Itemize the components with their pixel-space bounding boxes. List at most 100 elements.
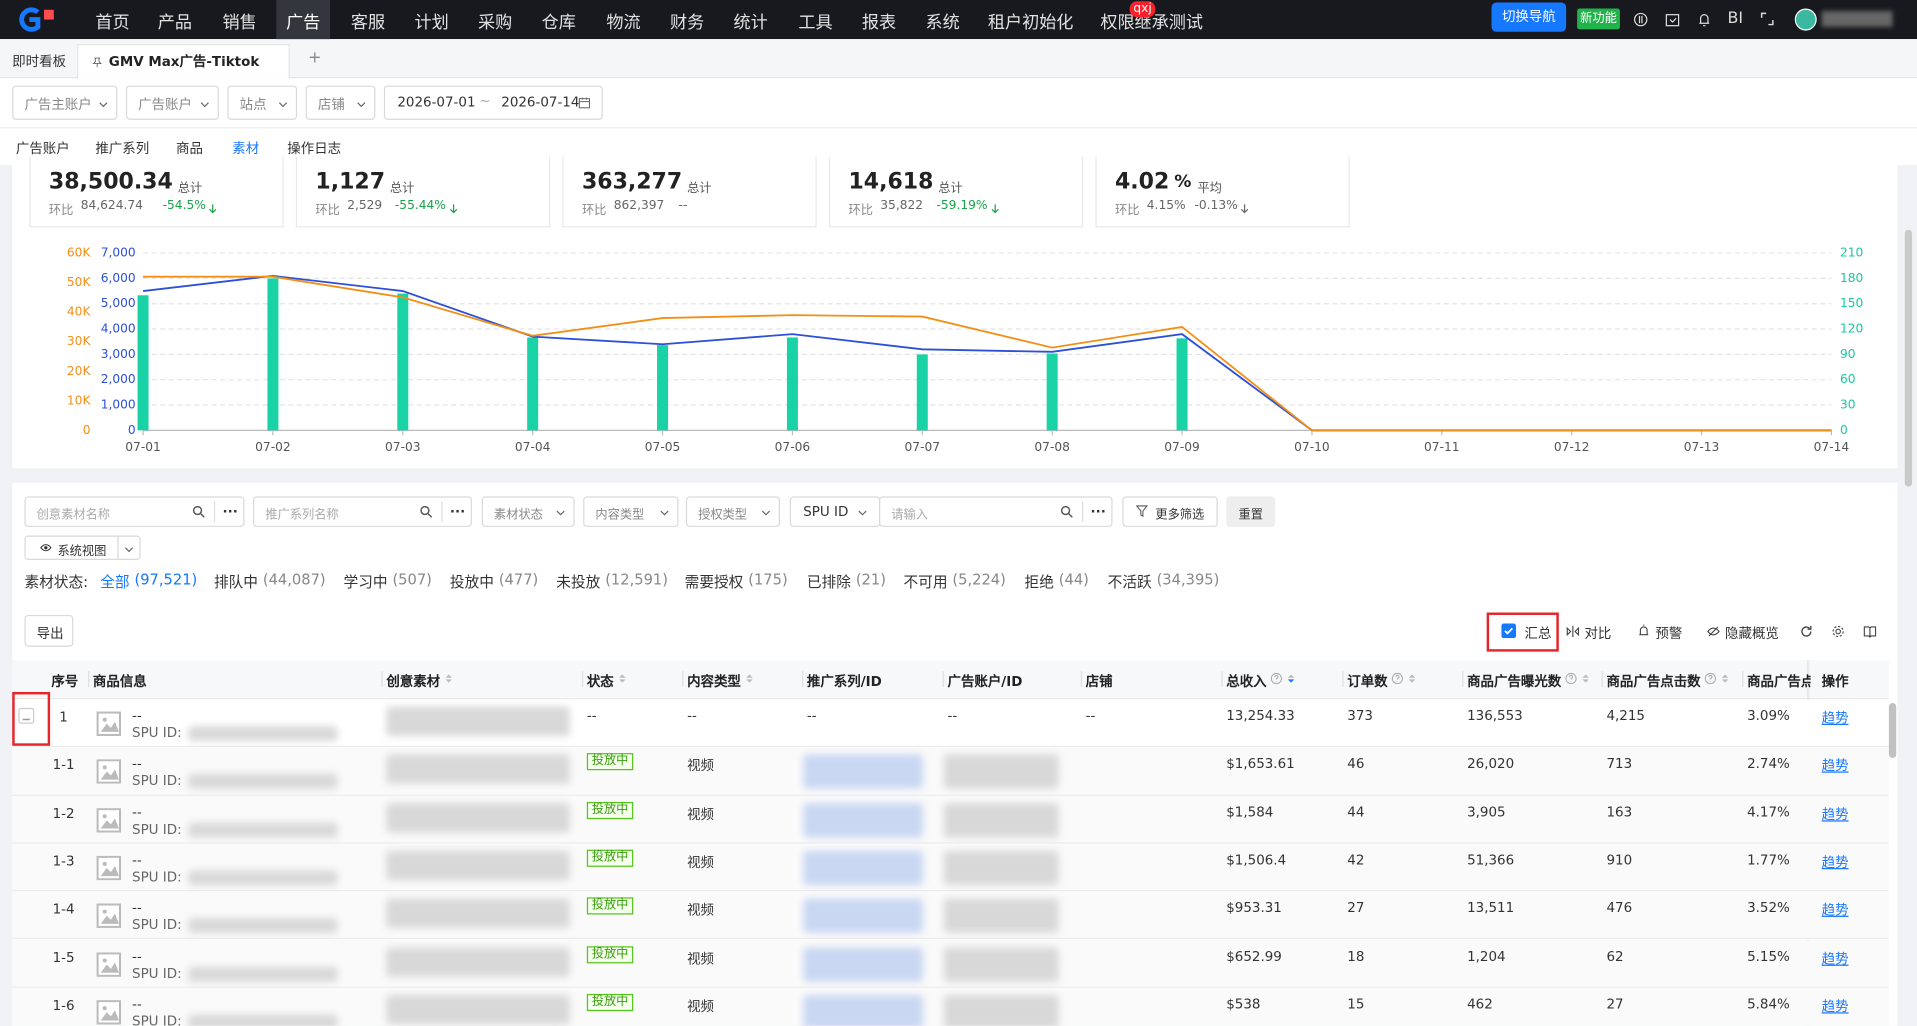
more-button[interactable]: ... <box>1090 500 1106 516</box>
metric-previous: 4.15% <box>1146 199 1186 213</box>
nav-item[interactable]: 仓库 <box>541 13 576 34</box>
account-blur <box>943 850 1059 886</box>
filter-select[interactable] <box>125 85 219 120</box>
settings-icon[interactable] <box>1831 625 1844 638</box>
filter-select[interactable] <box>227 85 298 120</box>
status-name[interactable]: 未投放 <box>556 573 601 591</box>
date-range[interactable] <box>383 85 603 120</box>
sub-tab[interactable]: 推广系列 <box>95 140 150 157</box>
product-image <box>95 759 122 785</box>
expand-toggle[interactable] <box>18 707 35 724</box>
status-name[interactable]: 不可用 <box>903 573 948 591</box>
sort-icon[interactable] <box>1720 671 1730 686</box>
sort-icon[interactable] <box>1581 671 1591 686</box>
compare-button[interactable]: 对比 <box>1584 625 1612 642</box>
sort-icon[interactable] <box>444 671 454 686</box>
sub-tab[interactable]: 广告账户 <box>15 140 70 157</box>
search-input[interactable] <box>481 496 575 527</box>
more-button[interactable]: ... <box>222 500 238 516</box>
sub-tab[interactable]: 商品 <box>176 140 203 157</box>
nav-item[interactable]: 销售 <box>222 13 257 34</box>
content-type: 视频 <box>687 998 714 1015</box>
nav-item[interactable]: 财务 <box>669 13 705 34</box>
divider <box>213 501 216 523</box>
search-icon[interactable] <box>1060 505 1073 518</box>
search-input[interactable] <box>24 496 245 527</box>
hide-overview-button[interactable]: 隐藏概览 <box>1725 625 1779 642</box>
reset-button[interactable] <box>1226 496 1276 527</box>
trend-link[interactable]: 趋势 <box>1821 998 1849 1015</box>
export-button[interactable] <box>24 614 74 647</box>
column-header: 序号 <box>51 673 79 690</box>
search-input[interactable] <box>583 496 679 527</box>
status-name[interactable]: 需要授权 <box>684 573 744 591</box>
nav-icon[interactable] <box>1665 12 1680 27</box>
nav-item[interactable]: 报表 <box>861 13 897 34</box>
nav-item[interactable]: 采购 <box>478 13 513 34</box>
fullscreen-icon[interactable] <box>1760 12 1774 26</box>
trend-link[interactable]: 趋势 <box>1821 806 1849 823</box>
status-name[interactable]: 全部 <box>100 573 130 591</box>
status-name[interactable]: 拒绝 <box>1024 573 1054 591</box>
search-input[interactable] <box>879 496 1113 527</box>
nav-item[interactable]: 计划 <box>414 13 449 34</box>
checkbox[interactable] <box>1501 623 1516 639</box>
nav-item[interactable]: 产品 <box>157 13 192 34</box>
alert-button[interactable]: 预警 <box>1655 625 1683 642</box>
more-filters-button[interactable] <box>1122 496 1218 527</box>
search-input[interactable] <box>253 496 472 527</box>
sort-icon[interactable] <box>1286 671 1296 686</box>
tab-active[interactable]: GMV Max广告-Tiktok <box>108 53 260 70</box>
status-name[interactable]: 排队中 <box>213 573 258 591</box>
new-feature-button[interactable]: 新功能 <box>1577 8 1620 30</box>
nav-item[interactable]: 系统 <box>925 13 960 34</box>
bi-link[interactable]: BI <box>1727 9 1744 29</box>
nav-item[interactable]: 物流 <box>606 13 641 34</box>
tab-home[interactable]: 即时看板 <box>12 53 67 70</box>
switch-nav-button[interactable]: 切换导航 <box>1491 2 1567 32</box>
sort-icon[interactable] <box>745 671 755 686</box>
trend-link[interactable]: 趋势 <box>1821 902 1849 919</box>
trend-link[interactable]: 趋势 <box>1821 950 1849 967</box>
tab-add[interactable]: + <box>308 48 322 68</box>
sub-tab[interactable]: 操作日志 <box>287 140 342 157</box>
status-name[interactable]: 已排除 <box>806 573 851 591</box>
more-button[interactable]: ... <box>449 500 466 516</box>
trend-link[interactable]: 趋势 <box>1821 854 1849 871</box>
nav-item[interactable]: 统计 <box>733 13 768 34</box>
column-divider <box>802 671 804 688</box>
spu-blur <box>188 870 338 886</box>
status-name[interactable]: 投放中 <box>449 573 494 591</box>
search-icon[interactable] <box>419 505 433 518</box>
sort-icon-glyph <box>746 674 753 683</box>
nav-item[interactable]: 广告 <box>286 13 321 34</box>
bell-icon[interactable] <box>1697 12 1712 27</box>
search-icon[interactable] <box>192 505 205 518</box>
sort-icon-glyph <box>619 674 626 683</box>
nav-item[interactable]: 租户初始化 <box>987 13 1074 34</box>
refresh-icon[interactable] <box>1800 625 1813 638</box>
trend-link[interactable]: 趋势 <box>1821 710 1849 727</box>
sort-icon[interactable] <box>1407 671 1417 686</box>
nav-item[interactable]: 工具 <box>798 13 833 34</box>
book-icon[interactable] <box>1863 625 1877 638</box>
nav-icon[interactable] <box>1633 12 1648 27</box>
avatar[interactable] <box>1794 8 1817 31</box>
content-type: 视频 <box>687 854 714 871</box>
nav-item[interactable]: 权限继承测试 <box>1100 13 1204 34</box>
trend-link[interactable]: 趋势 <box>1821 758 1849 775</box>
metric-compare-label: 环比 <box>1114 204 1140 218</box>
alert-icon-glyph <box>1639 624 1649 636</box>
search-input[interactable] <box>685 496 781 527</box>
view-button[interactable] <box>24 535 141 560</box>
status-name[interactable]: 学习中 <box>343 573 388 591</box>
settings-icon-glyph <box>1832 625 1844 638</box>
nav-item[interactable]: 首页 <box>95 13 130 34</box>
sort-icon[interactable] <box>617 671 627 686</box>
nav-item[interactable]: 客服 <box>350 13 386 34</box>
filter-select[interactable] <box>305 85 376 120</box>
sub-tab[interactable]: 素材 <box>232 140 260 157</box>
status-name[interactable]: 不活跃 <box>1107 573 1152 591</box>
